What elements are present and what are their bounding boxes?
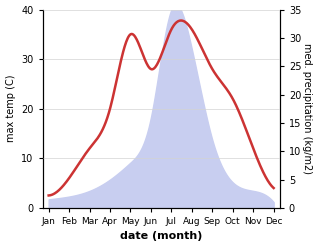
X-axis label: date (month): date (month)	[120, 231, 202, 242]
Y-axis label: max temp (C): max temp (C)	[5, 75, 16, 143]
Y-axis label: med. precipitation (kg/m2): med. precipitation (kg/m2)	[302, 43, 313, 174]
